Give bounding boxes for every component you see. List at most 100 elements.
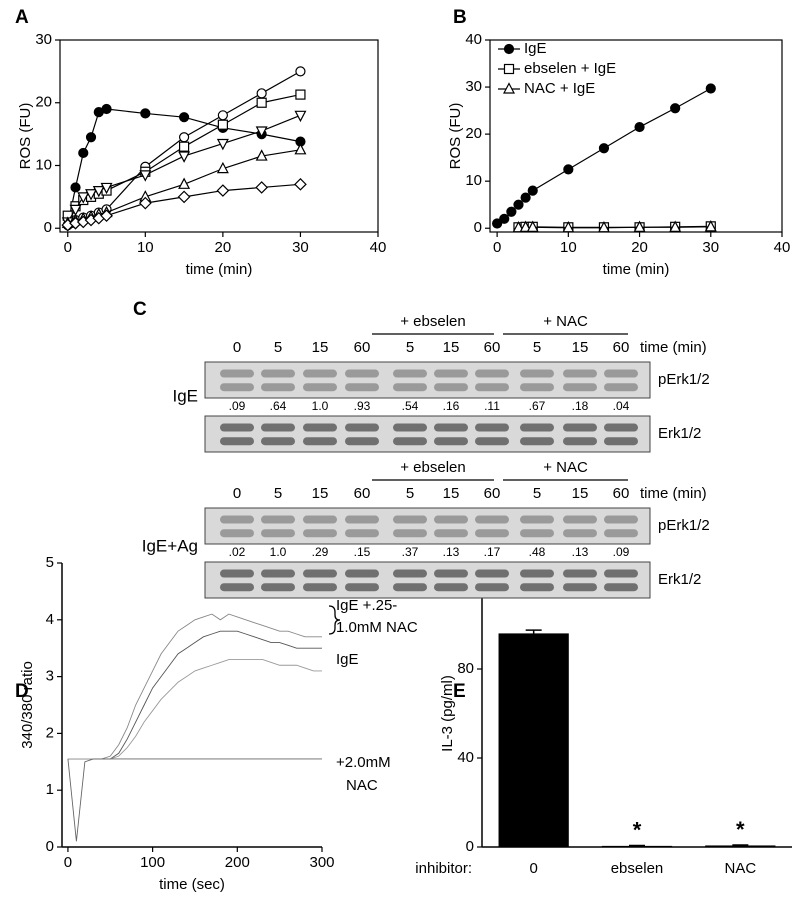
marker [562, 220, 575, 233]
series-line [67, 613, 322, 760]
blot-band [520, 583, 554, 592]
blot-band [393, 437, 427, 446]
y-tick-label: 2 [46, 724, 54, 741]
blot-band [563, 423, 597, 432]
blot-band [604, 369, 638, 378]
blot-band [393, 369, 427, 378]
marker [100, 209, 113, 223]
blot-band [303, 529, 337, 538]
x-tick-label: 10 [560, 239, 577, 256]
marker [178, 177, 191, 189]
marker [70, 182, 81, 193]
marker [520, 192, 531, 203]
annotation: IgE [336, 651, 359, 668]
x-tick-label: 20 [631, 239, 648, 256]
quantification: .64 [270, 399, 287, 413]
blot-band [261, 369, 295, 378]
treatment-label: + ebselen [400, 459, 465, 476]
quantification: .02 [229, 545, 246, 559]
blot-band [475, 383, 509, 392]
time-label: 60 [613, 339, 630, 356]
annotation: +2.0mM [336, 754, 391, 771]
marker [634, 121, 645, 133]
blot-band [434, 383, 468, 392]
y-axis-title: IL-3 (pg/ml) [439, 675, 456, 752]
quantification: .67 [529, 399, 546, 413]
time-label: 0 [233, 485, 241, 502]
quantification: .04 [613, 399, 630, 413]
blot-band [475, 583, 509, 592]
marker [177, 190, 191, 204]
blot-band [261, 529, 295, 538]
annotation: IgE +.25- [336, 597, 397, 614]
marker [178, 141, 190, 152]
quantification: .15 [354, 545, 371, 559]
y-tick-label: 5 [46, 554, 54, 571]
blot-band [345, 383, 379, 392]
time-label: 15 [312, 339, 329, 356]
y-tick-label: 10 [465, 172, 482, 189]
blot-band [220, 583, 254, 592]
annotation: 1.0mM NAC [336, 619, 418, 636]
marker [519, 220, 532, 232]
blot-band [261, 583, 295, 592]
y-tick-label: 0 [466, 838, 474, 855]
y-tick-label: 20 [465, 125, 482, 142]
time-label: 15 [443, 339, 460, 356]
blot-band [520, 515, 554, 524]
time-label: 60 [354, 485, 371, 502]
time-label: 15 [572, 339, 589, 356]
quantification: .17 [484, 545, 501, 559]
error-bar [629, 844, 645, 847]
blot-band [604, 515, 638, 524]
time-label: 0 [233, 339, 241, 356]
band-label: Erk1/2 [658, 425, 701, 442]
blot-band [604, 569, 638, 578]
y-tick-label: 0 [474, 219, 482, 236]
blot-band [475, 437, 509, 446]
legend-label: IgE [524, 40, 547, 57]
quantification: .13 [443, 545, 460, 559]
marker [633, 220, 646, 232]
blot-band [220, 369, 254, 378]
blot-band [520, 529, 554, 538]
marker [69, 204, 82, 217]
x-tick-label: 10 [137, 239, 154, 256]
blot-band [220, 515, 254, 524]
quantification: .11 [484, 399, 500, 413]
blot-band [563, 383, 597, 392]
legend-marker [503, 82, 515, 94]
time-label: 15 [443, 485, 460, 502]
marker [513, 199, 524, 210]
y-axis-title: 340/380 ratio [19, 661, 36, 749]
marker [178, 151, 191, 163]
treatment-label: + NAC [543, 459, 588, 476]
marker [216, 161, 229, 174]
blot-band [520, 369, 554, 378]
band-label: pErk1/2 [658, 517, 710, 534]
quantification: .18 [572, 399, 589, 413]
blot-membrane [204, 507, 651, 545]
marker [527, 185, 538, 196]
blot-band [604, 529, 638, 538]
blot-band [261, 383, 295, 392]
blot-membrane [204, 561, 651, 599]
treatment-label: + ebselen [400, 313, 465, 330]
blot-band [261, 437, 295, 446]
y-tick-label: 10 [35, 156, 52, 173]
y-tick-label: 0 [44, 219, 52, 236]
quantification: .93 [354, 399, 371, 413]
time-unit-label: time (min) [640, 339, 707, 356]
marker [217, 119, 228, 130]
marker [295, 66, 306, 77]
error-bar [525, 629, 542, 637]
blot-band [434, 423, 468, 432]
time-label: 60 [354, 339, 371, 356]
blot-band [434, 515, 468, 524]
marker [178, 112, 190, 123]
bar [498, 633, 569, 847]
time-label: 5 [533, 339, 541, 356]
y-tick-label: 40 [457, 749, 474, 766]
blot-band [345, 529, 379, 538]
